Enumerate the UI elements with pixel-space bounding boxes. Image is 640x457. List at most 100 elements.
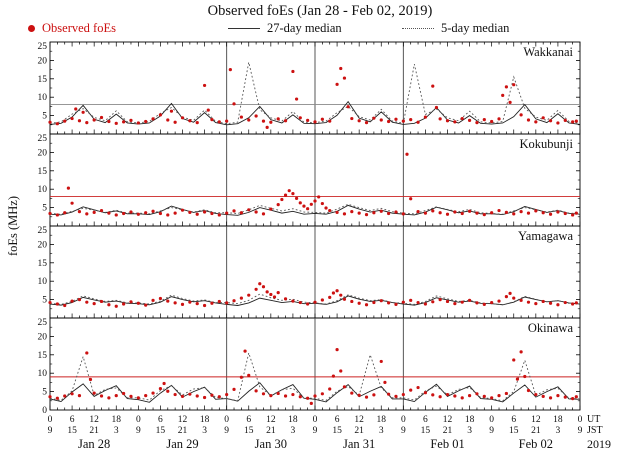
svg-text:9: 9 <box>401 426 406 436</box>
svg-text:0: 0 <box>578 415 583 425</box>
svg-text:12: 12 <box>443 415 453 425</box>
svg-text:10: 10 <box>38 277 48 287</box>
svg-text:10: 10 <box>38 185 48 195</box>
svg-text:20: 20 <box>38 240 48 250</box>
solid-line-icon <box>228 28 260 29</box>
y-axis-title: foEs (MHz) <box>6 195 20 257</box>
svg-text:9: 9 <box>578 426 583 436</box>
svg-text:Feb 02: Feb 02 <box>519 437 553 451</box>
svg-text:0: 0 <box>313 415 318 425</box>
svg-text:25: 25 <box>38 42 48 52</box>
panel-okinawa: 5 10 15 20 25 0 Okinawa <box>38 317 581 416</box>
svg-text:UT: UT <box>587 414 600 425</box>
svg-text:12: 12 <box>354 415 364 425</box>
svg-text:Okinawa: Okinawa <box>528 321 574 335</box>
svg-text:Jan 29: Jan 29 <box>166 437 198 451</box>
svg-text:15: 15 <box>67 426 77 436</box>
svg-text:0: 0 <box>42 406 47 416</box>
observed-dot-icon <box>28 25 35 32</box>
svg-text:15: 15 <box>38 167 48 177</box>
svg-text:0: 0 <box>48 415 53 425</box>
svg-text:15: 15 <box>332 426 342 436</box>
svg-text:12: 12 <box>178 415 188 425</box>
svg-text:0: 0 <box>224 415 229 425</box>
svg-text:18: 18 <box>377 415 387 425</box>
svg-text:0: 0 <box>489 415 494 425</box>
svg-text:12: 12 <box>266 415 276 425</box>
x-axis-labels: 0 6 12 18 0 6 12 18 0 6 12 18 0 6 12 18 0 6 12 18 0 6 12 18 09 15… <box>48 414 611 451</box>
svg-text:15: 15 <box>156 426 166 436</box>
svg-text:Yamagawa: Yamagawa <box>518 229 573 243</box>
observed-points <box>48 348 578 405</box>
svg-text:9: 9 <box>224 426 229 436</box>
svg-text:15: 15 <box>38 351 48 361</box>
svg-text:3: 3 <box>291 426 296 436</box>
panel-kokubunji: 5 10 15 20 25 Kokubunji <box>38 133 581 227</box>
svg-text:3: 3 <box>379 426 384 436</box>
svg-text:18: 18 <box>112 415 122 425</box>
svg-text:18: 18 <box>465 415 475 425</box>
svg-text:Feb 01: Feb 01 <box>430 437 464 451</box>
svg-text:12: 12 <box>531 415 541 425</box>
svg-text:0: 0 <box>401 415 406 425</box>
observed-points <box>48 152 578 217</box>
svg-text:Jan 30: Jan 30 <box>255 437 287 451</box>
svg-text:3: 3 <box>114 426 119 436</box>
svg-text:5: 5 <box>42 204 47 214</box>
svg-text:JST: JST <box>587 425 603 436</box>
chart-title: Observed foEs (Jan 28 - Feb 02, 2019) <box>207 3 433 19</box>
svg-text:9: 9 <box>489 426 494 436</box>
legend-median27-label: 27-day median <box>267 21 342 35</box>
dotted-line-icon <box>402 28 434 29</box>
svg-text:15: 15 <box>509 426 519 436</box>
svg-text:15: 15 <box>421 426 431 436</box>
svg-text:6: 6 <box>423 415 428 425</box>
svg-text:9: 9 <box>313 426 318 436</box>
svg-text:21: 21 <box>266 426 276 436</box>
svg-text:6: 6 <box>246 415 251 425</box>
svg-text:15: 15 <box>38 259 48 269</box>
panel-yamagawa: 5 10 15 20 25 Yamagawa <box>38 225 581 319</box>
svg-text:0: 0 <box>136 415 141 425</box>
legend-observed-label: Observed foEs <box>42 21 116 35</box>
svg-text:21: 21 <box>443 426 453 436</box>
svg-text:20: 20 <box>38 148 48 158</box>
legend-item-median5: 5-day median <box>402 21 509 36</box>
svg-text:5: 5 <box>42 388 47 398</box>
svg-text:3: 3 <box>556 426 561 436</box>
panel-wakkanai: 5 10 15 20 25 Wakkanai <box>38 41 581 135</box>
legend-median5-label: 5-day median <box>441 21 510 35</box>
legend-item-observed: Observed foEs <box>28 21 116 36</box>
svg-text:Kokubunji: Kokubunji <box>520 137 574 151</box>
svg-text:Jan 31: Jan 31 <box>343 437 375 451</box>
svg-text:2019: 2019 <box>587 437 611 451</box>
svg-text:20: 20 <box>38 56 48 66</box>
svg-text:9: 9 <box>48 426 53 436</box>
svg-text:21: 21 <box>89 426 99 436</box>
svg-text:21: 21 <box>531 426 541 436</box>
svg-text:18: 18 <box>553 415 563 425</box>
svg-text:5: 5 <box>42 112 47 122</box>
svg-text:15: 15 <box>244 426 254 436</box>
legend-item-median27: 27-day median <box>228 21 342 36</box>
svg-text:6: 6 <box>511 415 516 425</box>
svg-text:9: 9 <box>136 426 141 436</box>
svg-text:25: 25 <box>38 134 48 144</box>
svg-text:6: 6 <box>70 415 75 425</box>
observed-points <box>48 66 578 129</box>
svg-text:21: 21 <box>178 426 188 436</box>
svg-text:21: 21 <box>354 426 364 436</box>
observed-points <box>48 282 578 308</box>
svg-text:12: 12 <box>89 415 99 425</box>
svg-text:6: 6 <box>335 415 340 425</box>
svg-text:3: 3 <box>467 426 472 436</box>
svg-text:3: 3 <box>202 426 207 436</box>
svg-text:6: 6 <box>158 415 163 425</box>
svg-text:25: 25 <box>38 226 48 236</box>
legend: Observed foEs 27-day median 5-day median <box>0 21 640 39</box>
svg-text:25: 25 <box>38 318 48 328</box>
svg-text:Wakkanai: Wakkanai <box>523 45 573 59</box>
svg-text:Jan 28: Jan 28 <box>78 437 110 451</box>
